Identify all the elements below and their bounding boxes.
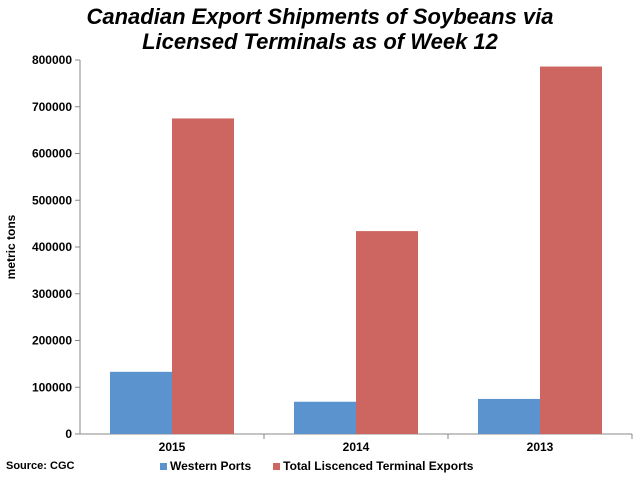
- y-tick-label: 700000: [32, 100, 72, 114]
- chart-title-line-1: Canadian Export Shipments of Soybeans vi…: [86, 4, 554, 29]
- legend-label-total-exports: Total Liscenced Terminal Exports: [283, 459, 474, 473]
- x-tick-label: 2014: [343, 440, 370, 454]
- y-axis-label: metric tons: [4, 214, 18, 279]
- y-tick-label: 400000: [32, 240, 72, 254]
- chart-title-line-2: Licensed Terminals as of Week 12: [142, 29, 498, 54]
- y-tick-label: 200000: [32, 334, 72, 348]
- legend-item-total-exports: Total Liscenced Terminal Exports: [273, 459, 473, 473]
- x-tick-label: 2013: [527, 440, 554, 454]
- y-tick-label: 100000: [32, 380, 72, 394]
- legend-swatch-total-exports: [273, 462, 281, 470]
- y-tick-label: 600000: [32, 147, 72, 161]
- y-tick-label: 500000: [32, 193, 72, 207]
- bar-total-exports-2013: [540, 66, 602, 435]
- bar-western-ports-2013: [478, 398, 540, 434]
- y-tick-label: 0: [65, 427, 72, 441]
- x-tick-label: 2015: [159, 440, 186, 454]
- legend-label-western-ports: Western Ports: [170, 459, 252, 473]
- bar-western-ports-2015: [110, 371, 172, 434]
- bar-western-ports-2014: [294, 401, 356, 434]
- legend-swatch-western-ports: [160, 462, 167, 470]
- legend-item-western-ports: Western Ports: [160, 459, 251, 473]
- bar-total-exports-2015: [172, 118, 234, 434]
- chart-legend: Western Ports Total Liscenced Terminal E…: [160, 459, 495, 473]
- chart-title: Canadian Export Shipments of Soybeans vi…: [0, 4, 640, 54]
- bar-total-exports-2014: [356, 231, 418, 434]
- source-note: Source: CGC: [6, 460, 75, 472]
- y-tick-label: 300000: [32, 287, 72, 301]
- y-tick-label: 800000: [32, 53, 72, 67]
